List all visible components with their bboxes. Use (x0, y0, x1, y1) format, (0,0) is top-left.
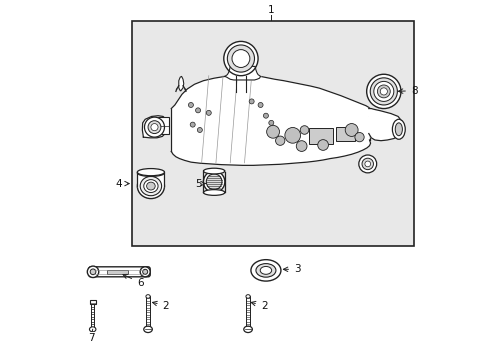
Bar (90, 300, 95, 303)
Ellipse shape (89, 327, 96, 332)
Text: 3: 3 (283, 264, 300, 274)
Text: 2: 2 (251, 301, 267, 311)
Ellipse shape (394, 123, 402, 136)
Text: 2: 2 (152, 301, 169, 311)
Ellipse shape (391, 119, 405, 139)
Circle shape (195, 108, 200, 113)
Text: 5: 5 (194, 179, 205, 189)
Ellipse shape (143, 180, 158, 193)
Bar (308, 128, 332, 144)
Ellipse shape (151, 123, 158, 131)
Ellipse shape (244, 326, 252, 333)
Ellipse shape (87, 266, 99, 278)
Text: 8: 8 (398, 86, 417, 96)
Circle shape (268, 120, 273, 125)
Polygon shape (142, 116, 165, 138)
Circle shape (206, 111, 211, 115)
Ellipse shape (373, 81, 393, 102)
Circle shape (248, 99, 254, 104)
Polygon shape (171, 75, 370, 165)
Bar (335, 127, 354, 141)
Bar (107, 270, 128, 274)
Text: 6: 6 (122, 274, 143, 288)
Ellipse shape (227, 45, 254, 72)
Ellipse shape (255, 264, 275, 277)
Ellipse shape (224, 41, 258, 76)
Ellipse shape (140, 176, 162, 196)
Ellipse shape (206, 174, 222, 190)
Polygon shape (137, 172, 164, 186)
Circle shape (197, 127, 202, 132)
Ellipse shape (231, 50, 249, 67)
Ellipse shape (300, 126, 308, 134)
Circle shape (263, 113, 268, 118)
Polygon shape (179, 76, 183, 91)
FancyBboxPatch shape (88, 267, 150, 277)
Ellipse shape (146, 182, 155, 190)
Ellipse shape (142, 269, 147, 274)
Circle shape (190, 122, 195, 127)
Circle shape (188, 103, 193, 108)
Polygon shape (368, 109, 402, 141)
Ellipse shape (317, 140, 328, 150)
Ellipse shape (137, 174, 164, 199)
Text: 4: 4 (115, 179, 129, 189)
Ellipse shape (203, 171, 224, 193)
Ellipse shape (90, 269, 96, 275)
Ellipse shape (144, 117, 164, 137)
Ellipse shape (203, 190, 224, 195)
Ellipse shape (266, 125, 279, 138)
Bar (158, 117, 168, 134)
Ellipse shape (250, 260, 281, 281)
Ellipse shape (369, 78, 397, 105)
Ellipse shape (137, 169, 164, 176)
Ellipse shape (148, 121, 161, 134)
Ellipse shape (296, 141, 306, 152)
Bar (132, 21, 413, 246)
Ellipse shape (260, 266, 271, 274)
Ellipse shape (377, 85, 389, 98)
Ellipse shape (145, 295, 150, 298)
Ellipse shape (345, 123, 357, 136)
Ellipse shape (366, 74, 400, 109)
Ellipse shape (285, 127, 300, 143)
Ellipse shape (143, 326, 152, 333)
Ellipse shape (364, 161, 370, 167)
Ellipse shape (245, 295, 250, 298)
Ellipse shape (380, 88, 386, 95)
Ellipse shape (361, 158, 373, 170)
Ellipse shape (137, 168, 164, 176)
Ellipse shape (203, 168, 224, 174)
Ellipse shape (354, 132, 364, 142)
Polygon shape (224, 66, 260, 80)
Text: 7: 7 (88, 333, 95, 343)
Ellipse shape (140, 267, 150, 277)
Ellipse shape (358, 155, 376, 173)
Text: 1: 1 (267, 5, 274, 15)
Circle shape (258, 103, 263, 108)
Ellipse shape (275, 136, 285, 145)
